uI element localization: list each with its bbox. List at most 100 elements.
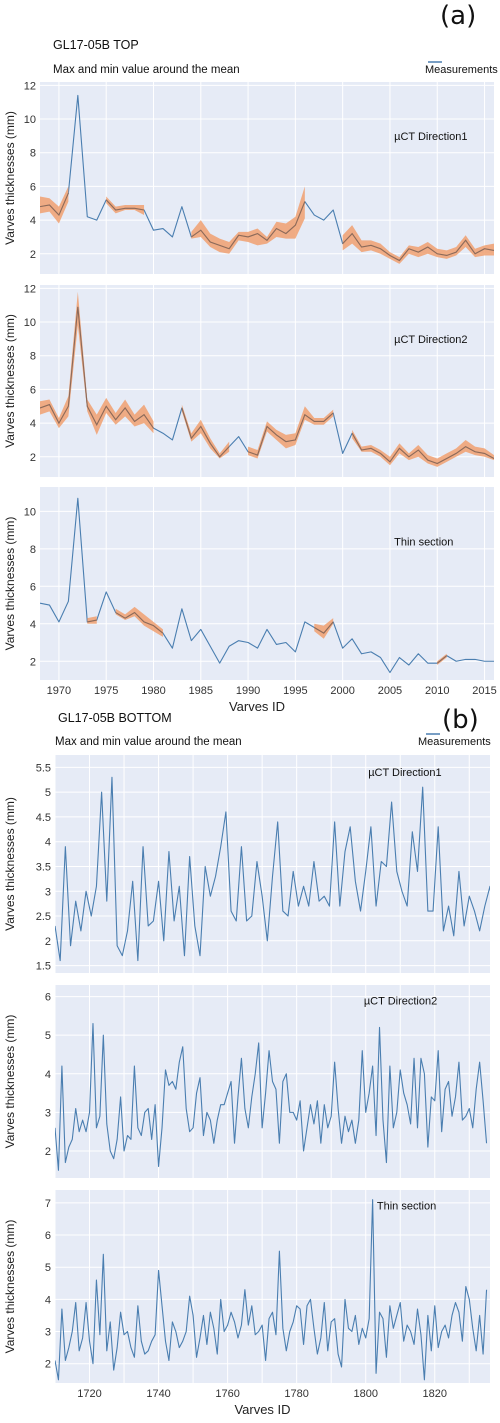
y-tick-label: 7 [45,1198,51,1210]
mean-line [191,201,306,250]
minmax-band [191,186,305,254]
minmax-band [314,618,334,639]
x-tick-label: 2000 [330,685,354,697]
series-group [40,94,494,264]
minmax-band [181,404,230,459]
y-tick-label: 1.5 [36,961,51,973]
y-tick-label: 5 [45,787,51,799]
measurement-line [55,1023,488,1171]
y-tick-label: 2 [45,936,51,948]
minmax-band [40,186,69,224]
mean-line [40,192,69,217]
y-tick-label: 4 [30,619,36,631]
minmax-band [115,606,163,637]
minmax-band [352,429,494,467]
y-tick-label: 10 [24,506,36,518]
plot-area [55,1190,490,1383]
y-tick-label: 12 [24,283,36,295]
plot-area [40,285,494,477]
y-axis-label: Varves thicknesses (mm) [3,797,17,931]
mean-line [181,407,230,458]
y-axis-label: Varves thicknesses (mm) [3,1220,17,1354]
mean-line [87,619,97,623]
measurement-line [55,776,490,962]
chart-panel-6: 2 3 4 5 6 7 1720 1740 1760 1780 1800 1820 Thin secti… [3,1190,490,1417]
panel-annotation: µCT Direction1 [394,131,467,143]
y-tick-label: 6 [30,181,36,193]
x-tick-label: 1985 [189,685,213,697]
panel-letter-a: (a) [440,1,476,31]
y-tick-label: 4 [45,1069,51,1081]
mean-line [105,199,145,211]
y-tick-label: 10 [24,317,36,329]
panel-letter-b: (b) [442,705,479,735]
y-tick-label: 6 [30,384,36,396]
x-tick-label: 1980 [141,685,165,697]
y-tick-label: 4.5 [36,812,51,824]
section-a-subtitle: Max and min value around the mean [53,64,240,76]
y-tick-label: 2 [45,1146,51,1158]
y-axis-label: Varves thicknesses (mm) [3,517,17,651]
series-group [55,776,490,962]
chart-panel-2: 2 4 6 8 10 12 µCT Direction2 Varves thicknesses… [3,283,494,477]
section-a-title: GL17-05B TOP [53,38,139,52]
x-tick-label: 1975 [94,685,118,697]
y-axis-label: Varves thicknesses (mm) [3,314,17,448]
mean-line [342,232,494,262]
x-tick-label: 1760 [215,1388,239,1400]
panel-annotation: Thin section [394,536,453,548]
panel-annotation: µCT Direction1 [368,767,441,779]
x-tick-label: 1780 [284,1388,308,1400]
y-tick-label: 4 [45,837,51,849]
y-tick-label: 3.5 [36,861,51,873]
y-tick-label: 5 [45,1262,51,1274]
y-tick-label: 3 [45,886,51,898]
chart-panel-1: 2 4 6 8 10 12 µCT Direction1 Varves thicknesses… [3,80,494,274]
y-tick-label: 2 [30,249,36,261]
panel-annotation: µCT Direction2 [364,996,437,1008]
chart-panel-5: 2 3 4 5 6 µCT Direction2 Varves thicknesses (m… [3,985,490,1178]
y-tick-label: 2 [45,1359,51,1371]
y-tick-label: 2 [30,452,36,464]
y-tick-label: 8 [30,351,36,363]
y-tick-label: 3 [45,1107,51,1119]
mean-line [351,432,494,465]
y-tick-label: 2.5 [36,911,51,923]
series-group [55,1199,488,1381]
y-tick-label: 8 [30,544,36,556]
chart-panel-3: 2 4 6 8 10 1970 1975 1980 1985 1990 1995 2000 2005 20… [3,487,497,714]
x-axis-label: Varves ID [229,699,285,714]
section-b-title: GL17-05B BOTTOM [58,711,172,725]
measurement-line [55,1199,488,1381]
legend-b-label: Measurements [418,736,491,748]
y-tick-label: 4 [45,1294,51,1306]
y-tick-label: 4 [30,418,36,430]
x-axis-label: Varves ID [234,1402,290,1417]
y-axis-label: Varves thicknesses (mm) [3,111,17,245]
y-tick-label: 6 [45,992,51,1004]
y-tick-label: 12 [24,80,36,92]
mean-line [314,621,334,634]
y-tick-label: 10 [24,114,36,126]
panel-annotation: µCT Direction2 [394,334,467,346]
mean-line [436,655,448,664]
y-tick-label: 6 [30,581,36,593]
mean-line [40,306,154,429]
x-tick-label: 1995 [283,685,307,697]
x-tick-label: 1970 [47,685,71,697]
chart-panels: 2 4 6 8 10 12 µCT Direction1 Varves thicknesses… [3,80,497,1417]
y-tick-label: 4 [30,215,36,227]
minmax-band [40,291,154,435]
minmax-band [342,225,494,264]
section-b-subtitle: Max and min value around the mean [55,736,242,748]
x-tick-label: 2005 [378,685,402,697]
series-group [40,291,494,467]
y-axis-label: Varves thicknesses (mm) [3,1015,17,1149]
y-tick-label: 3 [45,1327,51,1339]
chart-panel-4: 1.5 2 2.5 3 3.5 4 4.5 5 5.5 µCT Direction1 Varves … [3,755,490,973]
x-tick-label: 2010 [425,685,449,697]
x-tick-label: 1740 [146,1388,170,1400]
panel-annotation: Thin section [377,1201,436,1213]
x-tick-label: 2015 [472,685,496,697]
